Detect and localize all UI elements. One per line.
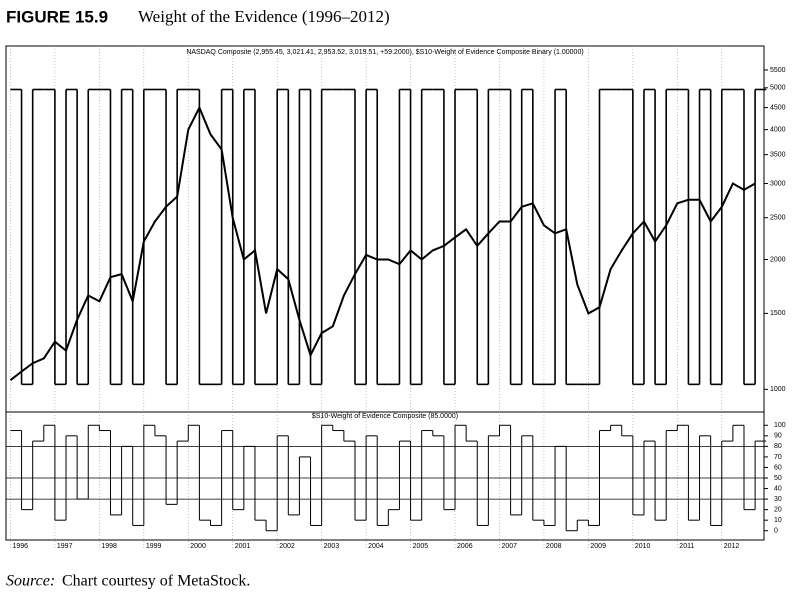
y-tick-label: 4500	[770, 104, 786, 111]
x-tick-label: 2002	[279, 543, 295, 550]
x-tick-label: 2005	[413, 543, 429, 550]
source-text: Chart courtesy of MetaStock.	[62, 573, 250, 590]
y-tick-label: 4000	[770, 126, 786, 133]
chart-title: $S10-Weight of Evidence Composite (85.00…	[312, 413, 458, 420]
chart-title: NASDAQ Composite (2,955.45, 3,021.41, 2,…	[186, 49, 583, 56]
y-tick-label: 2000	[770, 256, 786, 263]
y-tick-label: 30	[774, 496, 782, 503]
x-tick-label: 1997	[57, 543, 73, 550]
x-tick-label: 1998	[101, 543, 117, 550]
x-tick-label: 2008	[546, 543, 562, 550]
x-tick-label: 2012	[724, 543, 740, 550]
y-tick-label: 90	[774, 433, 782, 440]
y-tick-label: 5500	[770, 67, 786, 74]
y-tick-label: 2500	[770, 215, 786, 222]
y-tick-label: 70	[774, 454, 782, 461]
x-tick-label: 2010	[635, 543, 651, 550]
source-label: Source:	[6, 573, 55, 590]
x-tick-label: 2004	[368, 543, 384, 550]
y-tick-label: 10	[774, 517, 782, 524]
y-tick-label: 3500	[770, 151, 786, 158]
y-tick-label: 60	[774, 464, 782, 471]
x-tick-label: 2003	[324, 543, 340, 550]
y-tick-label: 5000	[770, 85, 786, 92]
x-tick-label: 1996	[12, 543, 28, 550]
y-tick-label: 1500	[770, 310, 786, 317]
frame	[5, 45, 765, 541]
y-tick-label: 50	[774, 475, 782, 482]
y-tick-label: 80	[774, 443, 782, 450]
price-line	[9, 105, 756, 381]
y-tick-label: 0	[774, 528, 778, 535]
x-tick-label: 2001	[235, 543, 251, 550]
y-tick-label: 100	[774, 422, 786, 429]
x-tick-label: 2000	[190, 543, 206, 550]
x-tick-label: 2007	[501, 543, 517, 550]
y-tick-label: 1000	[770, 386, 786, 393]
figure-title: Weight of the Evidence (1996–2012)	[138, 7, 390, 26]
x-tick-label: 2006	[457, 543, 473, 550]
x-tick-label: 1999	[146, 543, 162, 550]
x-tick-label: 2009	[590, 543, 606, 550]
figure-number: FIGURE 15.9	[6, 7, 108, 26]
y-tick-label: 3000	[770, 180, 786, 187]
y-tick-label: 40	[774, 485, 782, 492]
x-tick-label: 2011	[679, 543, 694, 550]
y-tick-label: 20	[774, 506, 782, 513]
